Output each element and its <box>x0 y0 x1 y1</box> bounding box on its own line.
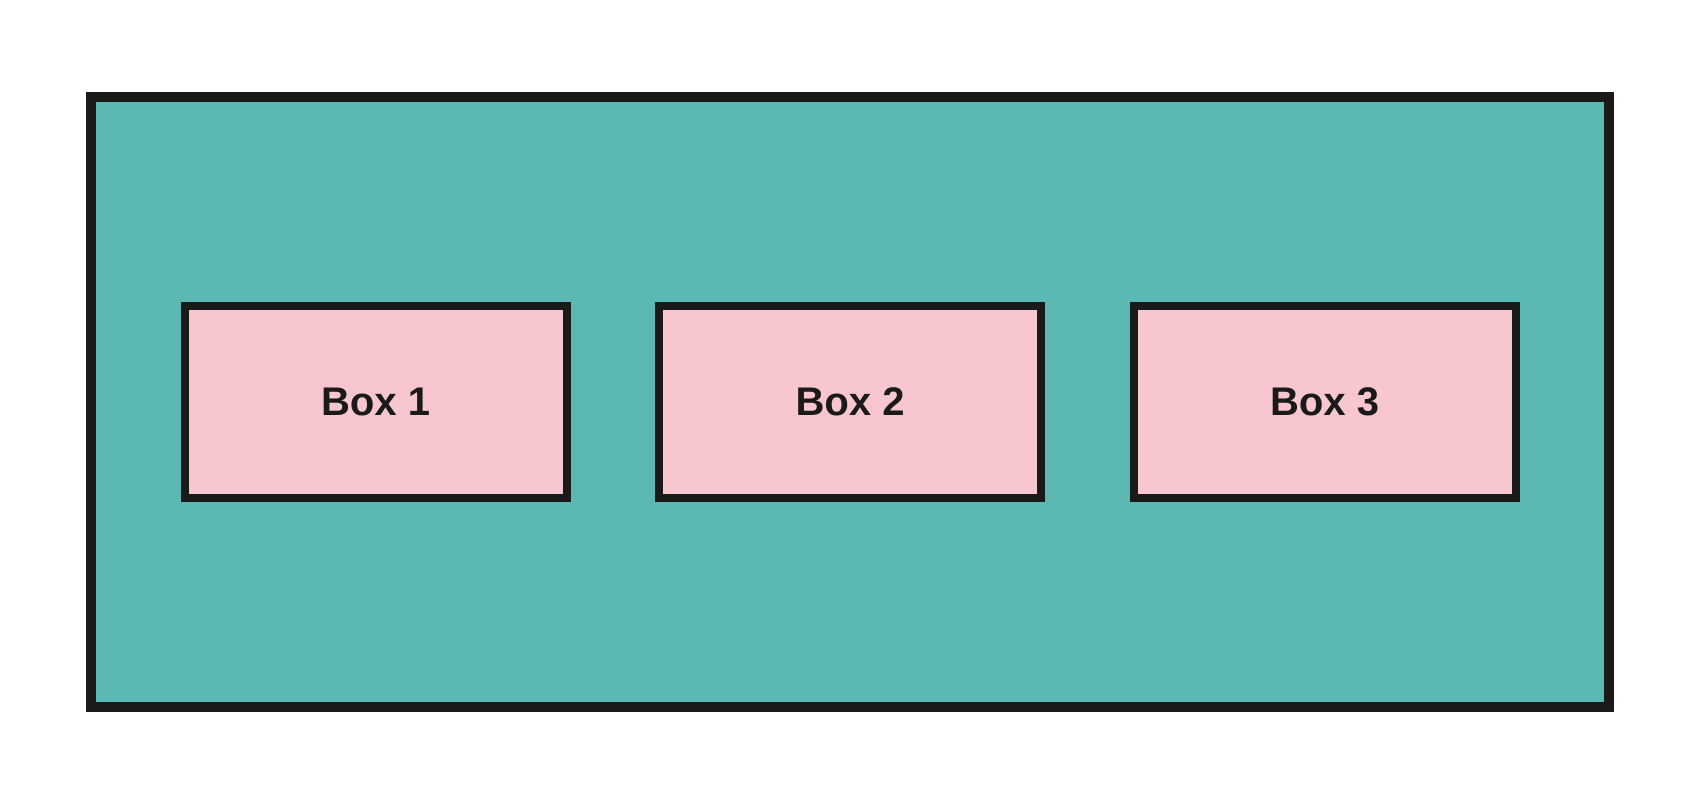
box-1: Box 1 <box>181 302 571 502</box>
box-2: Box 2 <box>655 302 1045 502</box>
box-1-label: Box 1 <box>321 380 430 425</box>
box-2-label: Box 2 <box>796 380 905 425</box>
box-3-label: Box 3 <box>1270 380 1379 425</box>
flex-container: Box 1 Box 2 Box 3 <box>86 92 1614 712</box>
box-3: Box 3 <box>1130 302 1520 502</box>
